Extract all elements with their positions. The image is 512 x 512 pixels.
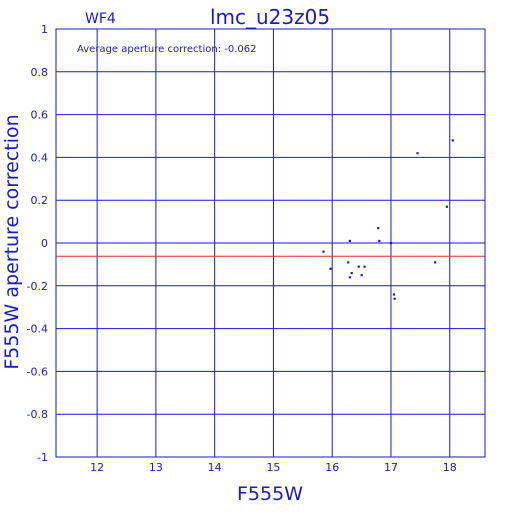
tick-labels: 12 13 14 15 16 17 18 -1 -0.8 -0.6 -0.4 -0.2 0 0.2 0.4 0…: [27, 23, 457, 474]
data-point: [392, 293, 396, 296]
y-tick-label: 0.8: [31, 66, 49, 79]
panel-label: WF4: [85, 11, 116, 27]
y-tick-label: 1: [41, 23, 48, 36]
y-tick-label: -0.4: [27, 323, 48, 336]
annotation: Average aperture correction: -0.062: [77, 44, 257, 55]
plot-frame: [55, 28, 486, 458]
data-point: [393, 297, 396, 300]
y-tick-label: -0.2: [27, 280, 48, 293]
x-tick-label: 12: [90, 461, 104, 474]
data-point: [363, 265, 366, 268]
y-tick-label: 0.4: [31, 151, 49, 164]
data-point: [347, 261, 350, 264]
data-point: [389, 242, 393, 245]
data-point: [378, 239, 381, 243]
data-point: [377, 227, 380, 230]
y-tick-label: 0.6: [31, 109, 49, 122]
grid: [56, 28, 485, 458]
x-tick-label: 15: [266, 461, 280, 474]
chart-title: lmc_u23z05: [210, 5, 330, 29]
y-tick-label: 0.2: [31, 194, 49, 207]
data-point: [348, 239, 352, 243]
y-tick-label: -0.8: [27, 408, 48, 421]
y-tick-label: 0: [41, 237, 48, 250]
y-tick-label: -1: [37, 451, 48, 464]
data-point: [350, 271, 353, 275]
data-point: [348, 276, 352, 279]
data-point: [357, 265, 360, 268]
x-tick-label: 13: [149, 461, 163, 474]
x-axis-label: F555W: [237, 483, 303, 505]
y-axis-label: F555W aperture correction: [1, 114, 23, 369]
x-tick-label: 16: [325, 461, 339, 474]
data-point: [434, 261, 437, 264]
data-point: [360, 274, 363, 277]
x-tick-label: 18: [443, 461, 457, 474]
data-point: [445, 205, 449, 208]
x-tick-label: 17: [384, 461, 398, 474]
data-points: [322, 139, 454, 300]
y-tick-label: -0.6: [27, 365, 48, 378]
x-tick-label: 14: [208, 461, 222, 474]
data-point: [451, 139, 454, 142]
data-point: [322, 250, 325, 253]
data-point: [416, 152, 419, 155]
data-point: [329, 267, 332, 270]
